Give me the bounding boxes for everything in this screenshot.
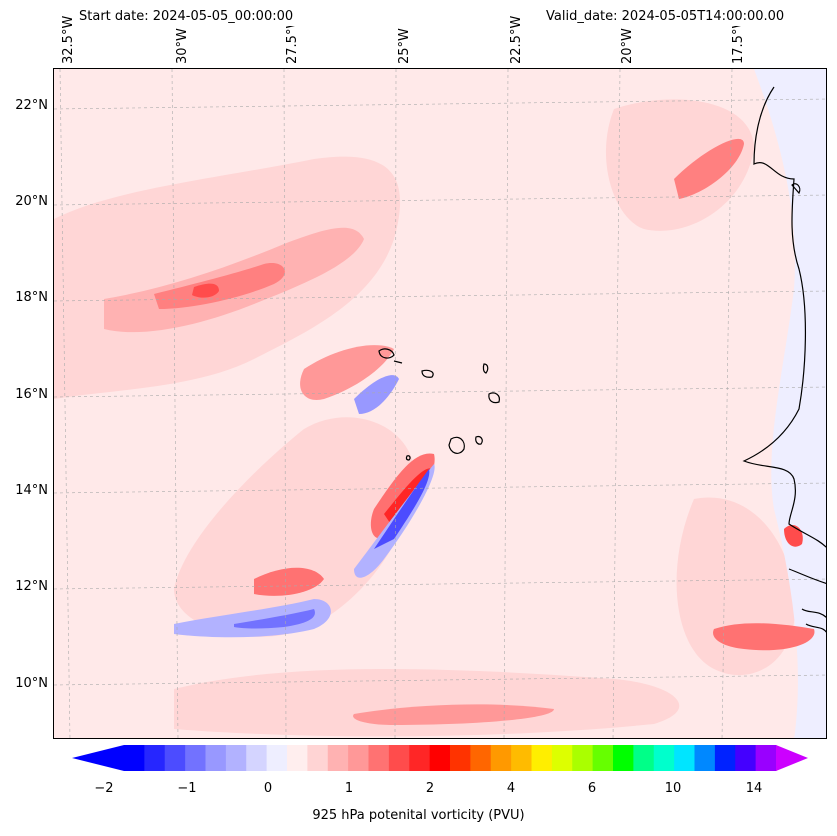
colorbar-segment <box>287 745 308 771</box>
coastline <box>378 86 826 633</box>
colorbar-label: 925 hPa potenital vorticity (PVU) <box>312 808 525 823</box>
start-date-text: Start date: 2024-05-05_00:00:00 <box>73 8 300 26</box>
colorbar-segment <box>124 745 145 771</box>
colorbar-segments <box>124 745 777 771</box>
colorbar-segment <box>164 745 186 771</box>
colorbar-tick-label: 2 <box>425 781 435 796</box>
colorbar-segment <box>674 745 696 771</box>
colorbar-segment <box>409 745 431 771</box>
colorbar-segment <box>694 745 716 771</box>
colorbar-segment <box>266 745 288 771</box>
lat-label-18n: 18°N <box>15 290 48 305</box>
colorbar-extend-low <box>72 745 124 771</box>
colorbar-segment <box>490 745 512 771</box>
colorbar-tick-label: 1 <box>344 781 354 796</box>
colorbar-segment <box>205 745 227 771</box>
colorbar-segment <box>714 745 736 771</box>
colorbar-tick-label: 10 <box>664 781 682 796</box>
colorbar-segment <box>225 745 247 771</box>
colorbar-segment <box>348 745 370 771</box>
lat-label-10n: 10°N <box>15 676 48 691</box>
lat-label-22n: 22°N <box>15 98 48 113</box>
colorbar-segment <box>592 745 614 771</box>
colorbar-tick-label: 0 <box>263 781 273 796</box>
valid-date-text: Valid_date: 2024-05-05T14:00:00.00 <box>540 8 791 26</box>
colorbar-segment <box>368 745 390 771</box>
colorbar-segment <box>755 745 777 771</box>
colorbar-segment <box>572 745 594 771</box>
colorbar-segment <box>511 745 533 771</box>
colorbar-tick-label: −1 <box>177 781 197 796</box>
colorbar <box>72 745 808 771</box>
colorbar-tick-label: 14 <box>745 781 763 796</box>
colorbar-segment <box>735 745 757 771</box>
colorbar-segment <box>551 745 573 771</box>
lat-label-16n: 16°N <box>15 387 48 402</box>
map-panel <box>53 68 827 739</box>
colorbar-segment <box>450 745 471 771</box>
colorbar-tick-label: 6 <box>587 781 597 796</box>
colorbar-segment <box>246 745 268 771</box>
colorbar-extend-high <box>776 745 808 771</box>
colorbar-tick-label: 4 <box>506 781 516 796</box>
colorbar-segment <box>470 745 492 771</box>
colorbar-segment <box>633 745 655 771</box>
map-canvas <box>54 69 826 738</box>
colorbar-segment <box>144 745 166 771</box>
colorbar-segment <box>388 745 410 771</box>
colorbar-segment <box>429 745 451 771</box>
colorbar-segment <box>185 745 207 771</box>
colorbar-segment <box>653 745 675 771</box>
lat-label-12n: 12°N <box>15 579 48 594</box>
lon-label-25w: 25°W <box>397 28 412 64</box>
colorbar-segment <box>327 745 349 771</box>
lat-label-20n: 20°N <box>15 194 48 209</box>
graticule <box>54 69 826 738</box>
colorbar-tick-label: −2 <box>94 781 114 796</box>
colorbar-segment <box>613 745 634 771</box>
colorbar-segment <box>307 745 329 771</box>
colorbar-segment <box>531 745 553 771</box>
lat-label-14n: 14°N <box>15 483 48 498</box>
